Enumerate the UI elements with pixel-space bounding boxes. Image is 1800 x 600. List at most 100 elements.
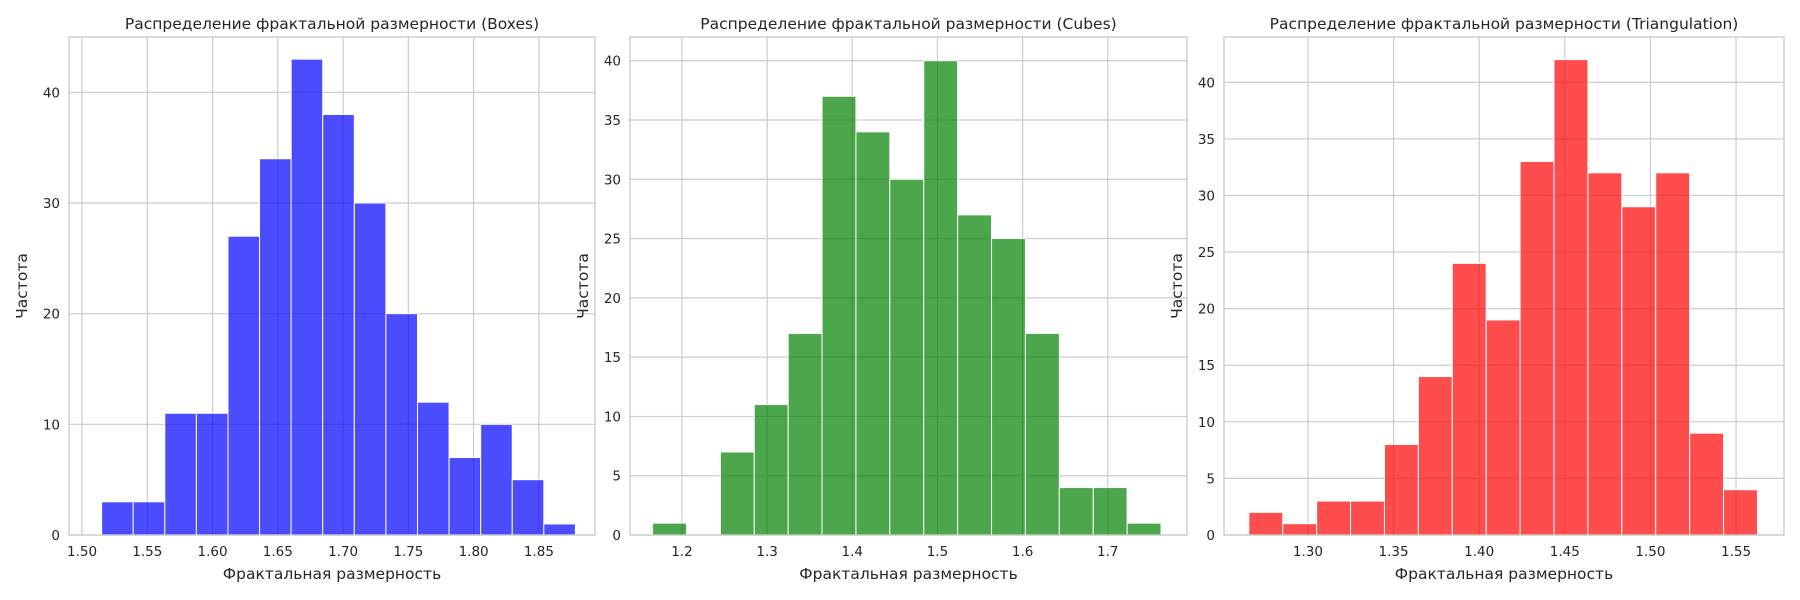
histogram-bar xyxy=(719,451,755,536)
chart-title: Распределение фрактальной размерности (B… xyxy=(125,15,539,33)
x-tick-label: 1.60 xyxy=(198,544,228,560)
histogram-bar xyxy=(889,178,925,536)
y-tick-label: 35 xyxy=(1198,132,1215,148)
y-tick-label: 15 xyxy=(604,350,621,366)
histogram-bar xyxy=(101,501,134,536)
histogram-bar xyxy=(1587,172,1623,536)
histogram-bar xyxy=(1485,319,1521,536)
y-tick-label: 0 xyxy=(51,528,60,544)
y-tick-label: 25 xyxy=(1198,245,1215,261)
x-tick-label: 1.35 xyxy=(1379,544,1409,560)
histogram-bar xyxy=(195,412,229,536)
x-tick-label: 1.50 xyxy=(67,544,97,560)
y-tick-label: 5 xyxy=(1206,471,1215,487)
x-tick-label: 1.55 xyxy=(1721,544,1751,560)
histogram-bar xyxy=(290,58,324,536)
histogram-bar xyxy=(164,412,197,536)
x-tick-label: 1.70 xyxy=(328,544,358,560)
y-tick-label: 15 xyxy=(1198,358,1215,374)
histogram-bar xyxy=(957,214,993,536)
histogram-bar xyxy=(991,238,1026,536)
y-axis-label: Частота xyxy=(574,253,592,319)
histogram-bar xyxy=(1417,376,1453,536)
y-tick-label: 30 xyxy=(43,196,60,212)
y-tick-label: 0 xyxy=(1206,528,1215,544)
histogram-bar xyxy=(448,457,482,536)
histogram-bar xyxy=(543,523,576,536)
x-axis-label: Фрактальная размерность xyxy=(1395,565,1613,583)
y-axis-label: Частота xyxy=(1168,253,1186,319)
y-tick-label: 10 xyxy=(1198,415,1215,431)
histogram-bar xyxy=(1092,487,1128,536)
y-tick-label: 40 xyxy=(43,85,60,101)
plot-frame xyxy=(1223,36,1785,536)
chart-title: Распределение фрактальной размерности (T… xyxy=(1270,15,1739,33)
histogram-bar xyxy=(322,113,355,536)
y-tick-label: 5 xyxy=(612,469,621,485)
x-tick-label: 1.80 xyxy=(459,544,489,560)
histogram-bar xyxy=(1350,500,1385,536)
y-tick-label: 40 xyxy=(604,54,621,70)
x-tick-label: 1.4 xyxy=(842,544,863,560)
histogram-bar xyxy=(1282,523,1318,536)
histogram-bar xyxy=(227,235,261,536)
x-tick-label: 1.45 xyxy=(1550,544,1580,560)
y-tick-label: 10 xyxy=(43,417,60,433)
x-tick-label: 1.85 xyxy=(524,544,554,560)
histogram-bar xyxy=(385,313,418,536)
histogram-bar xyxy=(1126,522,1162,536)
histogram-bar xyxy=(1655,172,1691,536)
histogram-bar xyxy=(1058,487,1094,536)
histogram-bar xyxy=(353,202,387,536)
x-tick-label: 1.3 xyxy=(756,544,777,560)
chart-panel-2: 1.2 1.3 1.4 1.5 1.6 1.7 0 5 10 15 20 25 30 35 40 Распре… xyxy=(574,15,1188,583)
plot-frame xyxy=(629,36,1188,536)
histogram-bar xyxy=(1723,489,1758,536)
x-tick-label: 1.6 xyxy=(1012,544,1033,560)
y-tick-label: 35 xyxy=(604,113,621,129)
y-axis-label: Частота xyxy=(13,253,31,319)
y-tick-label: 30 xyxy=(1198,188,1215,204)
x-tick-label: 1.75 xyxy=(393,544,423,560)
histogram-bar xyxy=(132,501,166,536)
y-tick-label: 0 xyxy=(612,528,621,544)
x-axis-label: Фрактальная размерность xyxy=(223,565,441,583)
x-tick-label: 1.40 xyxy=(1464,544,1494,560)
chart-title: Распределение фрактальной размерности (C… xyxy=(700,15,1116,33)
y-tick-label: 25 xyxy=(604,232,621,248)
histogram-bar xyxy=(1383,443,1419,536)
histogram-bar xyxy=(821,95,857,536)
x-tick-label: 1.65 xyxy=(263,544,293,560)
histogram-bar xyxy=(416,401,450,536)
histogram-bar xyxy=(1553,59,1589,536)
y-tick-label: 40 xyxy=(1198,75,1215,91)
x-tick-label: 1.30 xyxy=(1293,544,1323,560)
plot-frame xyxy=(68,36,596,536)
chart-panel-3: 1.30 1.35 1.40 1.45 1.50 1.55 0 5 10 15 20 25 30 35 40… xyxy=(1168,15,1785,583)
histogram-bar xyxy=(1451,262,1487,536)
x-tick-label: 1.50 xyxy=(1635,544,1665,560)
x-tick-label: 1.5 xyxy=(927,544,948,560)
histogram-bar xyxy=(1248,511,1284,536)
histogram-bar xyxy=(923,60,959,536)
histogram-bar xyxy=(753,404,789,536)
histogram-bar xyxy=(480,423,513,536)
y-tick-label: 20 xyxy=(1198,302,1215,318)
y-tick-label: 30 xyxy=(604,172,621,188)
y-tick-label: 10 xyxy=(604,409,621,425)
chart-panel-1: 1.50 1.55 1.60 1.65 1.70 1.75 1.80 1.85 0 10 20 30 4… xyxy=(13,15,596,583)
histogram-bar xyxy=(787,332,823,536)
histogram-bar xyxy=(1519,161,1555,536)
histogram-bar xyxy=(1316,500,1352,536)
histogram-bar xyxy=(855,131,891,536)
histogram-bar xyxy=(511,479,545,536)
x-tick-label: 1.2 xyxy=(671,544,692,560)
histogram-bar xyxy=(1621,206,1657,536)
y-tick-label: 20 xyxy=(604,291,621,307)
histogram-bar xyxy=(652,522,687,536)
x-axis-label: Фрактальная размерность xyxy=(799,565,1017,583)
y-tick-label: 20 xyxy=(43,307,60,323)
histogram-bar xyxy=(259,158,292,536)
